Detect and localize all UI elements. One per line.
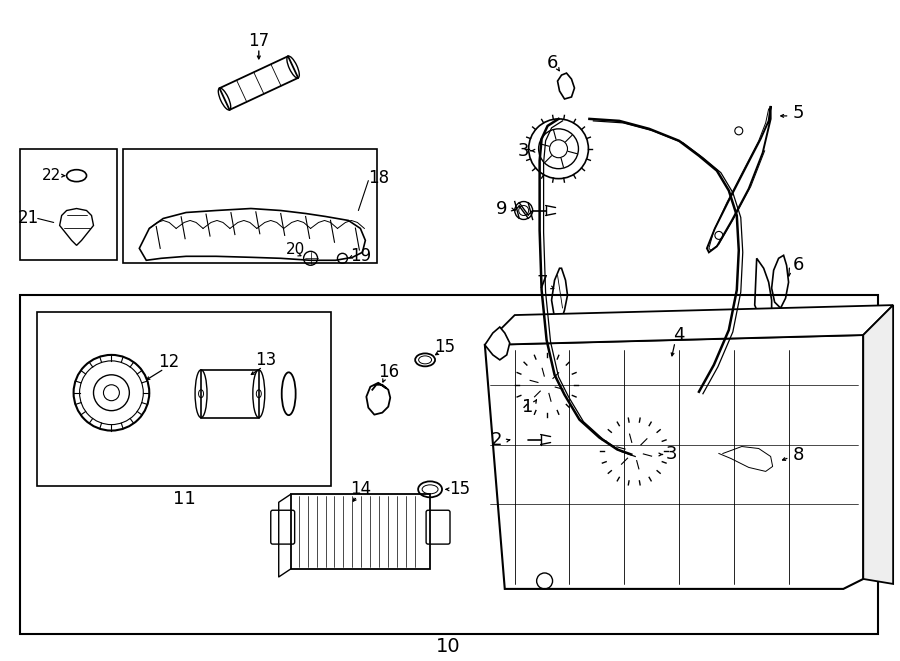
Text: 6: 6 <box>547 54 558 72</box>
Text: 1: 1 <box>522 398 534 416</box>
Text: 11: 11 <box>173 490 195 508</box>
Bar <box>123 149 377 263</box>
Polygon shape <box>771 255 788 308</box>
Text: 19: 19 <box>350 247 371 265</box>
Text: 6: 6 <box>793 256 805 274</box>
Text: 21: 21 <box>18 210 40 227</box>
Text: 7: 7 <box>537 274 548 292</box>
Text: 16: 16 <box>378 363 399 381</box>
Text: 2: 2 <box>491 430 502 449</box>
Polygon shape <box>717 444 777 473</box>
Bar <box>291 494 430 569</box>
Polygon shape <box>485 335 863 589</box>
Text: 22: 22 <box>42 168 61 183</box>
Text: 20: 20 <box>286 242 305 257</box>
Text: 3: 3 <box>518 141 529 160</box>
Text: 3: 3 <box>665 446 677 463</box>
Polygon shape <box>863 305 893 584</box>
Polygon shape <box>485 305 893 345</box>
Text: 8: 8 <box>793 446 805 465</box>
Text: 10: 10 <box>436 637 460 656</box>
Text: 15: 15 <box>435 338 455 356</box>
Polygon shape <box>140 208 365 260</box>
Text: 4: 4 <box>673 326 685 344</box>
Polygon shape <box>755 258 771 330</box>
Text: 13: 13 <box>256 351 276 369</box>
Text: 12: 12 <box>158 353 180 371</box>
Bar <box>20 149 117 260</box>
Polygon shape <box>557 73 574 99</box>
Text: 5: 5 <box>793 104 805 122</box>
Text: 9: 9 <box>496 200 508 217</box>
Polygon shape <box>552 268 568 325</box>
Bar <box>20 295 878 634</box>
Bar <box>37 312 330 486</box>
Polygon shape <box>485 327 509 360</box>
Text: 17: 17 <box>248 32 269 50</box>
Bar <box>201 370 259 418</box>
Text: 18: 18 <box>368 169 389 186</box>
Text: 14: 14 <box>350 481 371 498</box>
Text: 15: 15 <box>449 481 471 498</box>
Polygon shape <box>706 106 770 253</box>
